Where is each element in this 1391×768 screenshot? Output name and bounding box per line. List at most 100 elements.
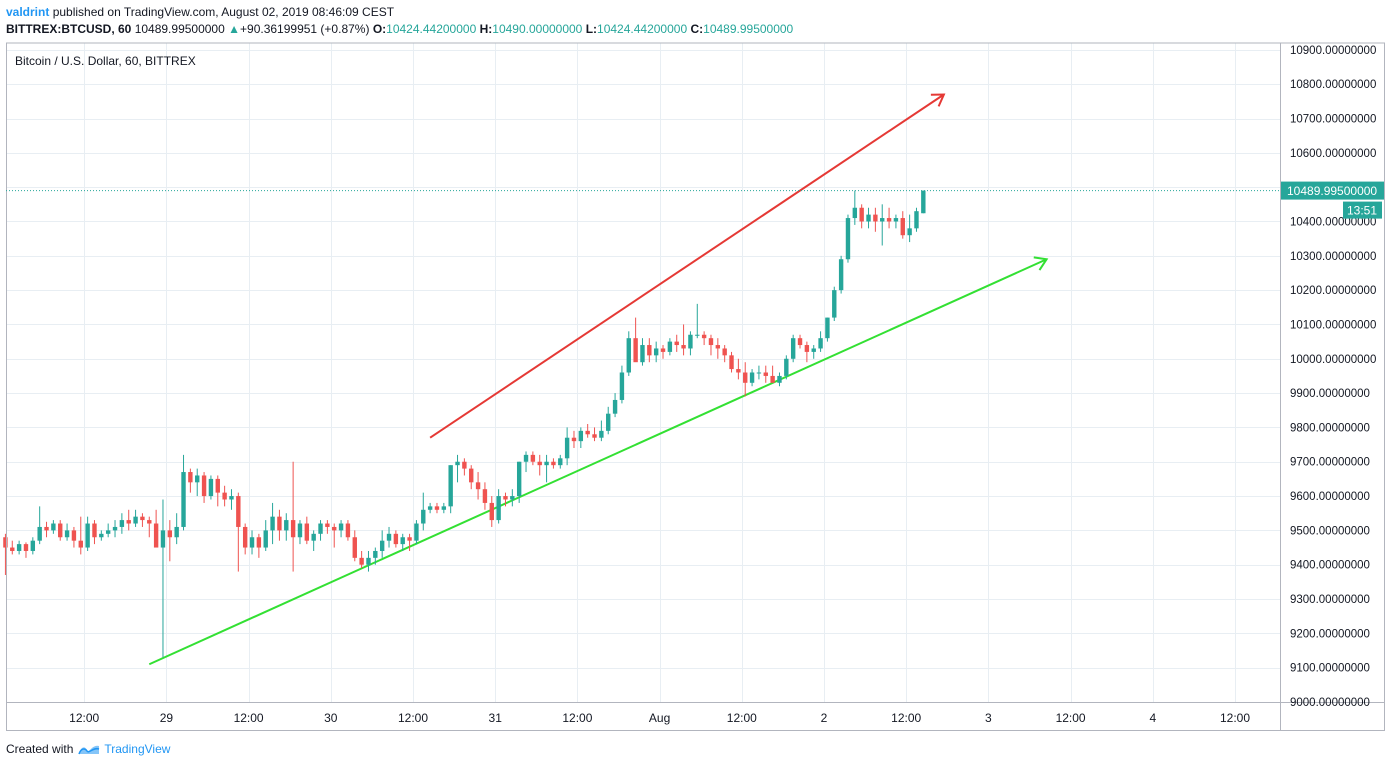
chart-grid bbox=[6, 43, 1280, 702]
candle-body bbox=[58, 523, 63, 538]
time-axis[interactable]: 12:00 29 12:00 30 12:00 31 12:00 Aug 12:00 2 12:00… bbox=[69, 711, 1250, 725]
ohlc-line: BITTREX:BTCUSD, 60 10489.99500000 ▲+90.3… bbox=[6, 22, 793, 36]
candle-body bbox=[119, 520, 125, 527]
candle-body bbox=[414, 523, 419, 541]
time-tick-label: 12:00 bbox=[562, 711, 592, 725]
candle-body bbox=[886, 218, 892, 222]
candle-body bbox=[722, 348, 727, 356]
candle-body bbox=[16, 544, 22, 551]
candle-body bbox=[558, 458, 563, 466]
candle-body bbox=[523, 454, 529, 462]
support-trendline[interactable] bbox=[148, 258, 1048, 666]
candle-body bbox=[195, 475, 200, 483]
candle-body bbox=[249, 537, 255, 548]
candle-body bbox=[510, 496, 515, 500]
candle-body bbox=[263, 530, 268, 548]
tradingview-link[interactable]: TradingView bbox=[104, 742, 171, 756]
candle-body bbox=[284, 520, 289, 531]
countdown-label: 13:51 bbox=[1347, 204, 1377, 218]
candle-body bbox=[537, 461, 542, 466]
candle-body bbox=[140, 516, 145, 521]
low-label: L: bbox=[585, 22, 598, 36]
price-tick-label: 10700.00000000 bbox=[1290, 114, 1376, 126]
time-tick-label: 12:00 bbox=[69, 711, 99, 725]
time-tick-label: 2 bbox=[821, 711, 828, 725]
candle-body bbox=[270, 516, 275, 531]
candle-body bbox=[606, 413, 611, 431]
candle-body bbox=[304, 523, 310, 541]
time-tick-label: 12:00 bbox=[398, 711, 428, 725]
candle-body bbox=[667, 341, 673, 352]
candle-body bbox=[373, 550, 378, 558]
time-tick-label: 12:00 bbox=[727, 711, 757, 725]
candle-body bbox=[174, 526, 179, 538]
candle-body bbox=[804, 345, 810, 352]
candle-body bbox=[592, 434, 597, 438]
candle-body bbox=[434, 506, 440, 510]
candle-body bbox=[832, 290, 837, 318]
candle-body bbox=[277, 516, 282, 531]
candle-body bbox=[407, 537, 412, 541]
candle-body bbox=[318, 523, 323, 534]
candle-body bbox=[242, 526, 248, 548]
candle-body bbox=[133, 516, 138, 524]
price-tick-label: 9700.00000000 bbox=[1290, 457, 1370, 469]
price-axis[interactable]: 9000.00000000 9100.00000000 9200.00000000 9… bbox=[1290, 45, 1376, 709]
candle-body bbox=[503, 496, 508, 500]
candle-body bbox=[448, 465, 453, 507]
candle-body bbox=[784, 358, 789, 376]
candle-body bbox=[921, 190, 926, 214]
candle-body bbox=[578, 430, 584, 442]
candle-body bbox=[825, 317, 830, 339]
price-tick-label: 10800.00000000 bbox=[1290, 79, 1376, 91]
open-value: 10424.44200000 bbox=[386, 22, 477, 36]
candle-body bbox=[907, 228, 912, 236]
time-tick-label: 31 bbox=[489, 711, 503, 725]
candle-body bbox=[873, 214, 878, 222]
trendlines[interactable] bbox=[148, 93, 1049, 666]
symbol-label: BITTREX:BTCUSD, 60 bbox=[6, 22, 132, 36]
candle-body bbox=[469, 468, 474, 483]
candle-body bbox=[647, 345, 652, 356]
candle-body bbox=[181, 472, 186, 527]
candle-body bbox=[325, 523, 330, 527]
candle-body bbox=[37, 526, 42, 541]
candle-body bbox=[845, 218, 851, 260]
close-label: C: bbox=[690, 22, 704, 36]
candle-body bbox=[201, 475, 207, 497]
candle-body bbox=[640, 345, 645, 363]
candle-body bbox=[311, 533, 316, 541]
candle-body bbox=[585, 430, 590, 435]
candle-body bbox=[99, 533, 104, 538]
candle-body bbox=[386, 533, 392, 541]
time-tick-label: 12:00 bbox=[1056, 711, 1086, 725]
last-price: 10489.99500000 bbox=[134, 22, 225, 36]
last-price-box bbox=[1281, 181, 1384, 200]
candle-body bbox=[551, 461, 556, 466]
candle-body bbox=[44, 526, 49, 531]
candle-body bbox=[208, 478, 214, 497]
candle-body bbox=[880, 218, 885, 222]
footer: Created with TradingView bbox=[6, 742, 170, 756]
resistance-trendline[interactable] bbox=[429, 93, 945, 439]
candle-body bbox=[78, 540, 83, 548]
price-tick-label: 9600.00000000 bbox=[1290, 491, 1370, 503]
publish-line: valdrint published on TradingView.com, A… bbox=[6, 5, 394, 19]
candle-body bbox=[777, 375, 782, 383]
candle-body bbox=[893, 218, 899, 222]
candle-body bbox=[359, 557, 364, 565]
candle-body bbox=[85, 523, 90, 548]
author-link[interactable]: valdrint bbox=[6, 5, 50, 19]
open-label: O: bbox=[372, 22, 387, 36]
candle-body bbox=[455, 461, 460, 466]
candle-body bbox=[852, 207, 858, 219]
candle-body bbox=[153, 523, 159, 548]
candle-body bbox=[626, 338, 631, 373]
price-tick-label: 9100.00000000 bbox=[1290, 663, 1370, 675]
countdown-box bbox=[1343, 201, 1382, 219]
chart-title: Bitcoin / U.S. Dollar, 60, BITTREX bbox=[15, 54, 196, 68]
candle-body bbox=[674, 341, 679, 346]
candle-body bbox=[475, 482, 481, 490]
price-tick-label: 9200.00000000 bbox=[1290, 628, 1370, 640]
